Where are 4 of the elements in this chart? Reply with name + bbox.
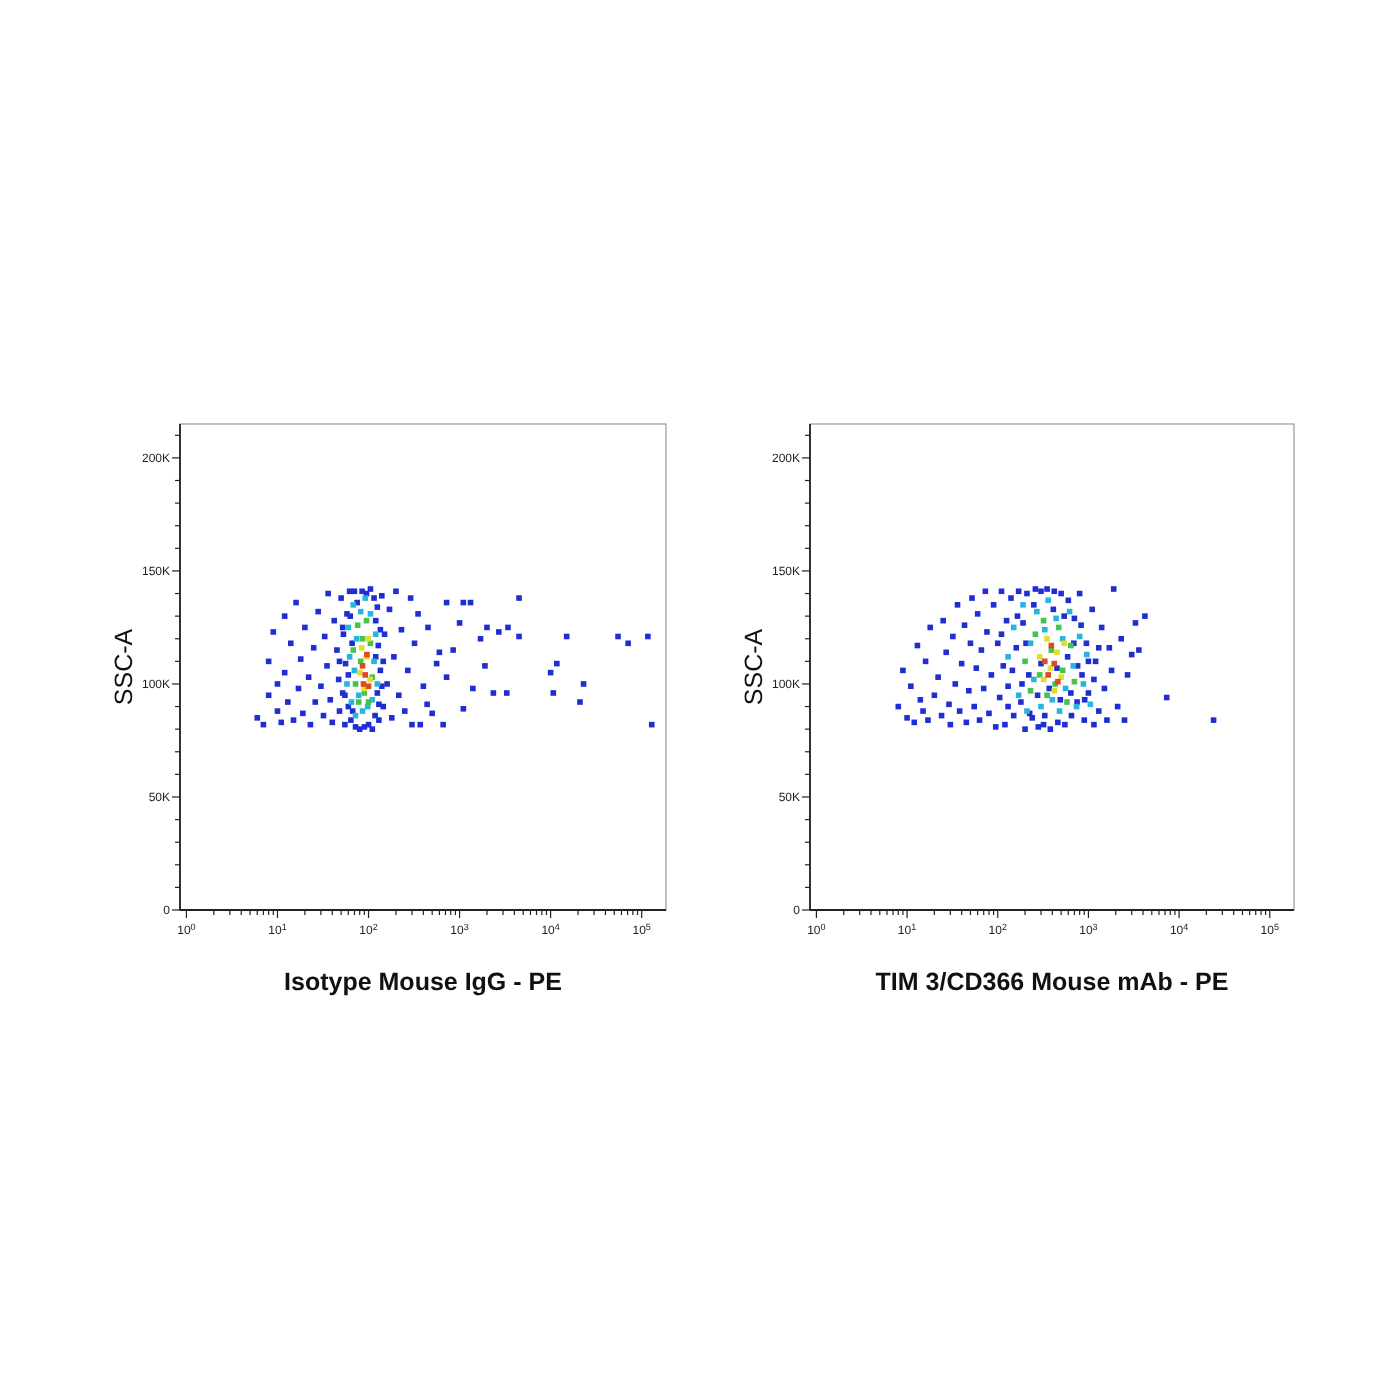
y-axis-title: SSC-A	[740, 627, 768, 706]
x-axis-title: TIM 3/CD366 Mouse mAb - PE	[875, 968, 1229, 996]
x-axis-title: Isotype Mouse IgG - PE	[284, 968, 562, 996]
y-axis-title: SSC-A	[110, 627, 138, 706]
